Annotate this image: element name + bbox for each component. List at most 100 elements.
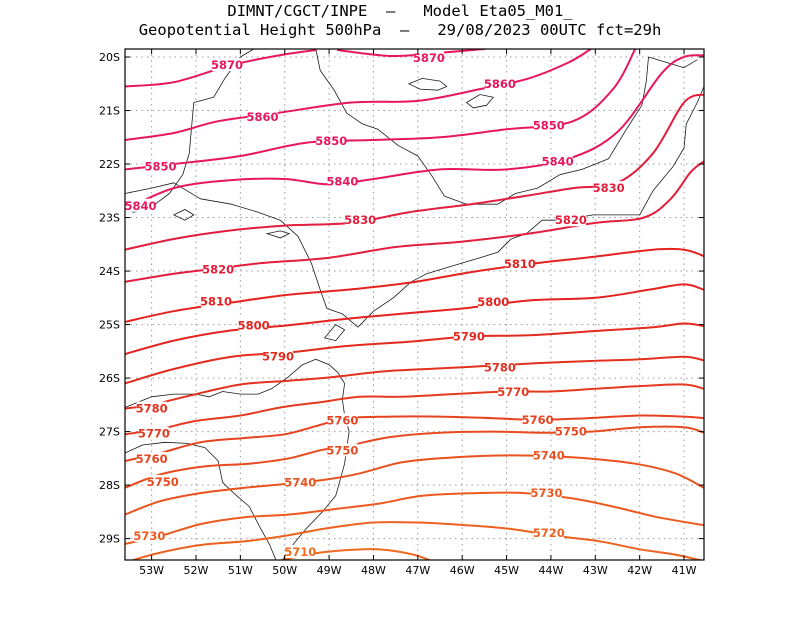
x-tick-label: 43W <box>583 564 608 577</box>
y-tick-label: 29S <box>99 533 120 546</box>
y-tick-label: 25S <box>99 319 120 332</box>
contour-label-5740: 5740 <box>284 475 316 489</box>
x-tick-label: 44W <box>538 564 563 577</box>
x-tick-label: 48W <box>361 564 386 577</box>
contour-label-background <box>327 174 358 188</box>
contour-label-background <box>136 401 167 415</box>
chart-title-line-2: Geopotential Height 500hPa – 29/08/2023 … <box>138 21 662 39</box>
contour-label-5760: 5760 <box>136 452 168 466</box>
contour-label-background <box>413 51 444 65</box>
contour-line-5750 <box>125 425 704 489</box>
contour-label-background <box>238 318 269 332</box>
chart-title-block: DIMNT/CGCT/INPE – Model Eta05_M01_ Geopo… <box>0 2 800 40</box>
x-tick-label: 41W <box>672 564 697 577</box>
contour-label-background <box>247 109 278 123</box>
x-tick-label: 46W <box>450 564 475 577</box>
contour-label-5830: 5830 <box>593 181 625 195</box>
x-tick-label: 52W <box>184 564 209 577</box>
contour-layer <box>125 49 704 560</box>
contour-line-5790 <box>125 322 704 385</box>
contour-label-5870: 5870 <box>413 51 445 65</box>
contour-label-5840: 5840 <box>125 199 157 213</box>
contour-line-5840 <box>125 54 704 211</box>
chart-title-line-1: DIMNT/CGCT/INPE – Model Eta05_M01_ <box>227 2 573 20</box>
contour-label-5860: 5860 <box>484 77 516 91</box>
contour-label-5840: 5840 <box>326 175 358 189</box>
contour-label-5750: 5750 <box>147 475 179 489</box>
x-tick-label: 50W <box>272 564 297 577</box>
contour-label-background <box>138 426 169 440</box>
contour-label-background <box>285 544 316 558</box>
contour-label-layer: 5870 5870 5860 5860 5850 5850 5850 5840 5840 5840… <box>125 51 625 559</box>
contour-label-background <box>478 295 509 309</box>
contour-label-background <box>263 349 294 363</box>
contour-line-5770 <box>125 383 704 436</box>
contour-label-background <box>136 451 167 465</box>
contour-line-5810 <box>125 247 704 323</box>
x-axis-ticks: 53W 52W 51W 50W 49W 48W 47W 46W 45W 44W 43W 42W 41W <box>139 49 697 577</box>
contour-label-background <box>522 412 553 426</box>
contour-label-background <box>453 329 484 343</box>
x-tick-label: 45W <box>494 564 519 577</box>
contour-label-5830: 5830 <box>344 213 376 227</box>
y-tick-label: 24S <box>99 265 120 278</box>
plot-frame <box>124 48 705 561</box>
contour-label-background <box>531 486 562 500</box>
coastline-segment <box>125 182 359 328</box>
contour-line-5850 <box>125 49 637 171</box>
contour-label-5770: 5770 <box>497 385 529 399</box>
y-tick-label: 21S <box>99 105 120 118</box>
contour-line-5730 <box>125 491 704 545</box>
contour-label-5710: 5710 <box>284 545 316 559</box>
contour-line-5720 <box>130 521 704 560</box>
contour-label-5810: 5810 <box>200 295 232 309</box>
contour-label-5820: 5820 <box>202 262 234 276</box>
contour-line-5760 <box>125 414 704 462</box>
contour-label-background <box>484 76 515 90</box>
contour-label-background <box>203 262 234 276</box>
contour-label-5860: 5860 <box>247 110 279 124</box>
y-tick-label: 23S <box>99 212 120 225</box>
contour-label-background <box>145 159 176 173</box>
contour-line-5800 <box>125 283 704 355</box>
contour-label-5850: 5850 <box>533 119 565 133</box>
contour-label-5850: 5850 <box>144 160 176 174</box>
contour-label-5760: 5760 <box>326 413 358 427</box>
x-tick-label: 47W <box>405 564 430 577</box>
contour-label-5730: 5730 <box>133 529 165 543</box>
contour-label-5780: 5780 <box>484 360 516 374</box>
y-tick-label: 28S <box>99 479 120 492</box>
contour-label-background <box>533 448 564 462</box>
contour-label-background <box>285 475 316 489</box>
contour-line-5780 <box>125 355 704 410</box>
contour-label-background <box>533 118 564 132</box>
contour-label-5870: 5870 <box>211 58 243 72</box>
coastline-layer <box>125 49 704 560</box>
contour-label-background <box>327 413 358 427</box>
contour-label-5850: 5850 <box>315 134 347 148</box>
y-axis-ticks: 20S 21S 22S 23S 24S 25S 26S 27S 28S 29S <box>99 51 704 546</box>
contour-label-background <box>200 294 231 308</box>
x-tick-label: 49W <box>317 564 342 577</box>
contour-label-5740: 5740 <box>533 449 565 463</box>
contour-label-background <box>345 213 376 227</box>
contour-label-background <box>504 257 535 271</box>
contour-label-background <box>134 528 165 542</box>
coastline-segment <box>648 56 698 69</box>
lake-outline <box>465 94 495 109</box>
contour-label-background <box>593 181 624 195</box>
coastline-segment <box>125 102 195 213</box>
contour-label-background <box>327 443 358 457</box>
contour-label-5770: 5770 <box>138 427 170 441</box>
y-tick-label: 26S <box>99 372 120 385</box>
contour-label-5790: 5790 <box>453 329 485 343</box>
contour-label-5750: 5750 <box>555 425 587 439</box>
contour-label-background <box>555 424 586 438</box>
contour-label-background <box>316 134 347 148</box>
contour-label-background <box>555 213 586 227</box>
contour-label-background <box>212 58 243 72</box>
contour-label-background <box>542 154 573 168</box>
contour-label-5760: 5760 <box>522 413 554 427</box>
coastline-segment <box>193 49 254 103</box>
